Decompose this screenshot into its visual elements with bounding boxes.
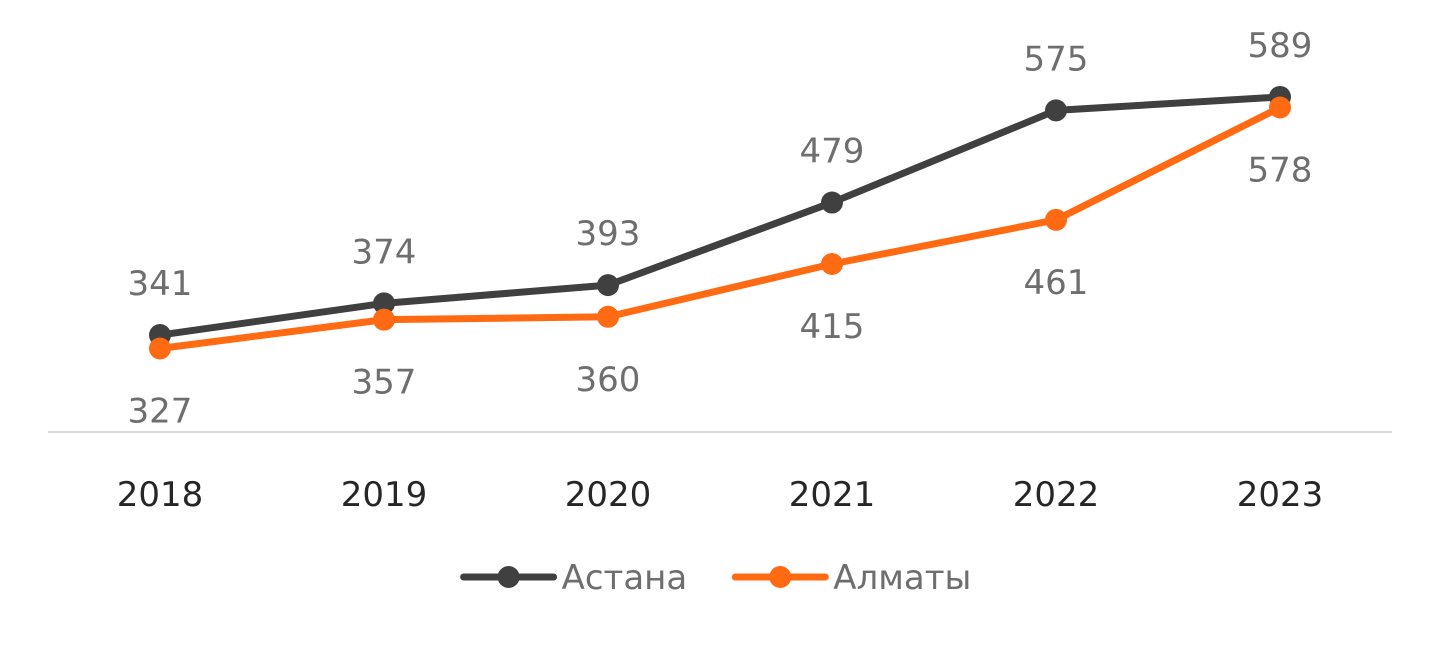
x-tick-label-2018: 2018	[117, 475, 204, 515]
legend: Астана Алматы	[460, 558, 971, 598]
data-label-series-1-2018: 327	[128, 391, 193, 431]
series-0-point-2022	[1045, 99, 1067, 122]
legend-label-0: Астана	[562, 558, 688, 598]
x-tick-label-2020: 2020	[565, 475, 652, 515]
data-label-series-0-2023: 589	[1248, 26, 1313, 66]
series-0-point-2019	[373, 292, 395, 315]
series-line-0	[156, 93, 1284, 339]
data-label-series-0-2018: 341	[128, 264, 193, 304]
data-label-series-1-2020: 360	[576, 360, 641, 400]
series-1-point-2021	[821, 253, 843, 275]
x-tick-label-2022: 2022	[1013, 475, 1100, 515]
series-markers	[149, 85, 1291, 360]
legend-item-0: Астана	[460, 558, 688, 598]
data-label-series-0-2019: 374	[352, 232, 417, 272]
data-label-series-1-2021: 415	[800, 307, 865, 347]
series-0-point-2020	[597, 274, 619, 297]
data-label-series-1-2023: 578	[1248, 151, 1313, 191]
series-lines	[156, 93, 1284, 352]
legend-marker-0	[497, 566, 520, 588]
data-label-series-0-2020: 393	[576, 214, 641, 254]
legend-marker-1	[769, 566, 792, 588]
data-label-series-1-2019: 357	[352, 363, 417, 403]
series-1-point-2022	[1045, 208, 1067, 231]
series-1-point-2020	[597, 305, 619, 328]
series-1-point-2018	[149, 337, 171, 360]
series-line-1	[156, 104, 1284, 352]
series-0-point-2021	[821, 191, 843, 214]
x-axis-tick-labels: 2018 2019 2020 2021 2022 2023	[117, 475, 1324, 515]
legend-item-1: Алматы	[731, 558, 971, 598]
data-label-series-1-2022: 461	[1024, 263, 1089, 303]
x-tick-label-2019: 2019	[341, 475, 428, 515]
x-tick-label-2021: 2021	[789, 475, 876, 515]
data-label-series-0-2021: 479	[800, 132, 865, 172]
series-1-point-2023	[1269, 96, 1291, 119]
series-1-point-2019	[373, 308, 395, 331]
x-tick-label-2023: 2023	[1237, 475, 1324, 515]
legend-label-1: Алматы	[833, 558, 971, 598]
data-label-series-0-2022: 575	[1024, 39, 1089, 79]
data-labels: 341 374 393 479 575 589 327 357 360 415 461 578	[128, 26, 1313, 432]
